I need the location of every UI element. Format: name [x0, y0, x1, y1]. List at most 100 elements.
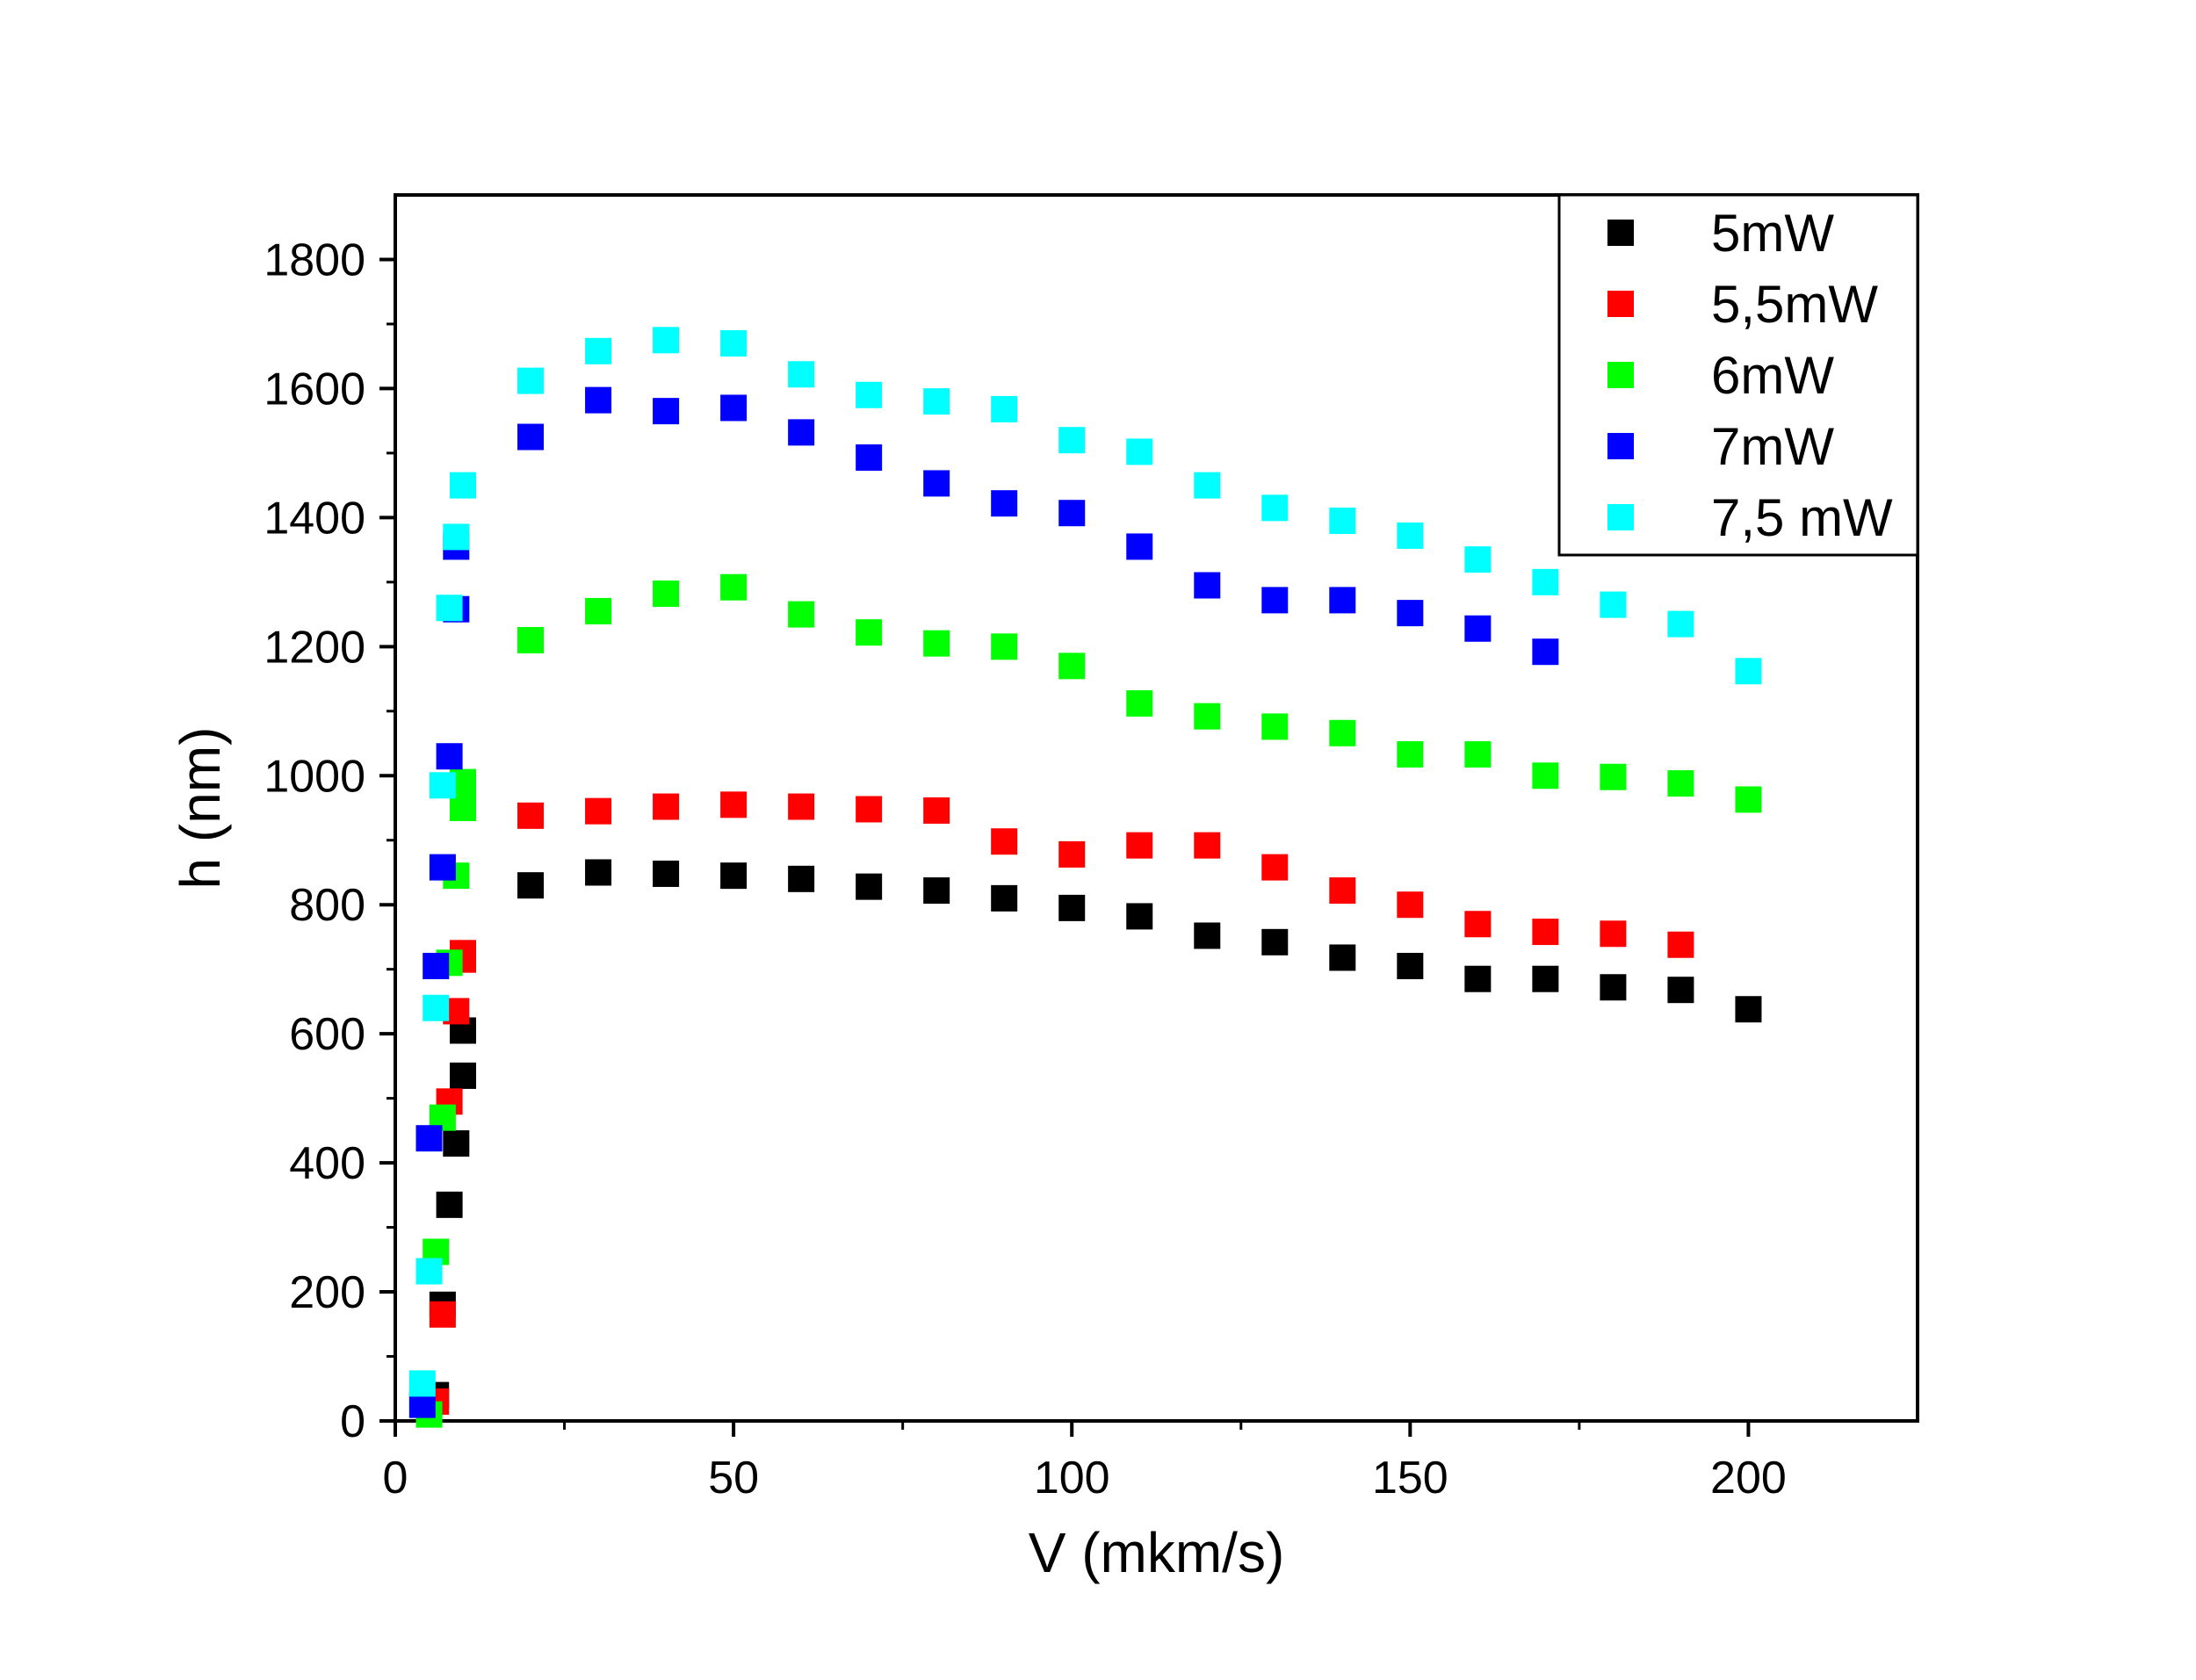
- data-point: [1329, 719, 1356, 746]
- data-point: [1126, 689, 1153, 717]
- legend-marker: [1607, 504, 1634, 530]
- data-point: [788, 865, 815, 892]
- data-point: [1600, 974, 1627, 1001]
- data-point: [1261, 928, 1289, 955]
- data-point: [517, 802, 545, 829]
- data-point: [1667, 770, 1694, 797]
- data-point: [1058, 500, 1086, 527]
- data-point: [1261, 854, 1289, 881]
- data-point: [1329, 877, 1356, 905]
- data-point: [653, 580, 680, 608]
- data-point: [1194, 832, 1221, 859]
- x-tick-label: 0: [383, 1453, 408, 1503]
- data-point: [1600, 920, 1627, 948]
- data-point: [923, 630, 950, 657]
- data-point: [991, 884, 1018, 912]
- data-point: [923, 470, 950, 497]
- data-point: [856, 444, 883, 472]
- data-point: [653, 327, 680, 354]
- series-1: [423, 791, 1694, 1415]
- data-point: [1667, 610, 1694, 638]
- data-point: [720, 791, 748, 818]
- data-point: [856, 873, 883, 900]
- data-point: [1600, 591, 1627, 618]
- x-tick-label: 150: [1372, 1453, 1448, 1503]
- data-point: [450, 1062, 477, 1089]
- data-point: [415, 1258, 443, 1285]
- data-point: [1397, 891, 1424, 919]
- data-point: [1058, 894, 1086, 921]
- data-point: [1329, 944, 1356, 971]
- legend-marker: [1607, 433, 1634, 459]
- data-point: [1464, 546, 1492, 573]
- data-point: [1464, 965, 1492, 992]
- data-point: [923, 877, 950, 905]
- data-point: [856, 381, 883, 408]
- data-point: [720, 573, 748, 601]
- x-tick-label: 50: [708, 1453, 759, 1503]
- data-point: [517, 626, 545, 653]
- y-tick-label: 200: [289, 1267, 365, 1318]
- data-point: [443, 523, 470, 551]
- data-point: [720, 394, 748, 422]
- y-tick-label: 1600: [264, 364, 365, 415]
- data-point: [1397, 741, 1424, 768]
- data-point: [585, 859, 612, 886]
- data-point: [436, 743, 463, 770]
- data-point: [1397, 522, 1424, 549]
- data-point: [1261, 713, 1289, 740]
- data-point: [788, 419, 815, 446]
- y-tick-label: 400: [289, 1138, 365, 1189]
- data-point: [991, 633, 1018, 660]
- data-point: [653, 793, 680, 820]
- data-point: [1126, 438, 1153, 465]
- data-point: [653, 398, 680, 425]
- data-point: [1397, 953, 1424, 980]
- data-point: [1397, 600, 1424, 627]
- data-markers: [408, 327, 1762, 1428]
- data-point: [788, 793, 815, 820]
- data-point: [1329, 587, 1356, 614]
- data-point: [1735, 996, 1762, 1023]
- data-point: [517, 367, 545, 394]
- data-point: [720, 329, 748, 357]
- data-point: [436, 1191, 463, 1218]
- data-point: [856, 619, 883, 646]
- data-point: [1532, 762, 1559, 790]
- data-point: [436, 595, 463, 622]
- x-axis: 0 50 100 150 200: [383, 1421, 1787, 1503]
- data-point: [1464, 911, 1492, 938]
- data-point: [991, 828, 1018, 855]
- data-point: [1329, 508, 1356, 535]
- x-tick-label: 100: [1034, 1453, 1110, 1503]
- data-point: [429, 772, 456, 799]
- data-point: [1261, 494, 1289, 522]
- series-0: [423, 859, 1762, 1409]
- legend-marker: [1607, 362, 1634, 388]
- data-point: [720, 862, 748, 890]
- data-point: [585, 797, 612, 825]
- plot-area: [394, 193, 1919, 1423]
- legend: 5mW 5,5mW 6mW 7mW 7,5 mW: [1557, 193, 1919, 557]
- x-axis-title: V (mkm/s): [1029, 1521, 1285, 1584]
- series-3: [408, 386, 1559, 1418]
- legend-label: 7mW: [1711, 417, 1834, 476]
- data-point: [1735, 786, 1762, 813]
- data-point: [429, 854, 456, 881]
- data-point: [1532, 919, 1559, 946]
- series-4: [408, 327, 1762, 1397]
- data-point: [1194, 472, 1221, 499]
- data-point: [585, 386, 612, 414]
- data-point: [517, 872, 545, 899]
- legend-label: 6mW: [1711, 346, 1834, 405]
- y-tick-label: 600: [289, 1009, 365, 1060]
- data-point: [423, 994, 450, 1021]
- legend-label: 7,5 mW: [1711, 488, 1893, 547]
- data-point: [923, 388, 950, 415]
- legend-marker: [1607, 220, 1634, 246]
- data-point: [1600, 763, 1627, 790]
- data-point: [788, 361, 815, 388]
- data-point: [991, 395, 1018, 422]
- data-point: [1667, 931, 1694, 958]
